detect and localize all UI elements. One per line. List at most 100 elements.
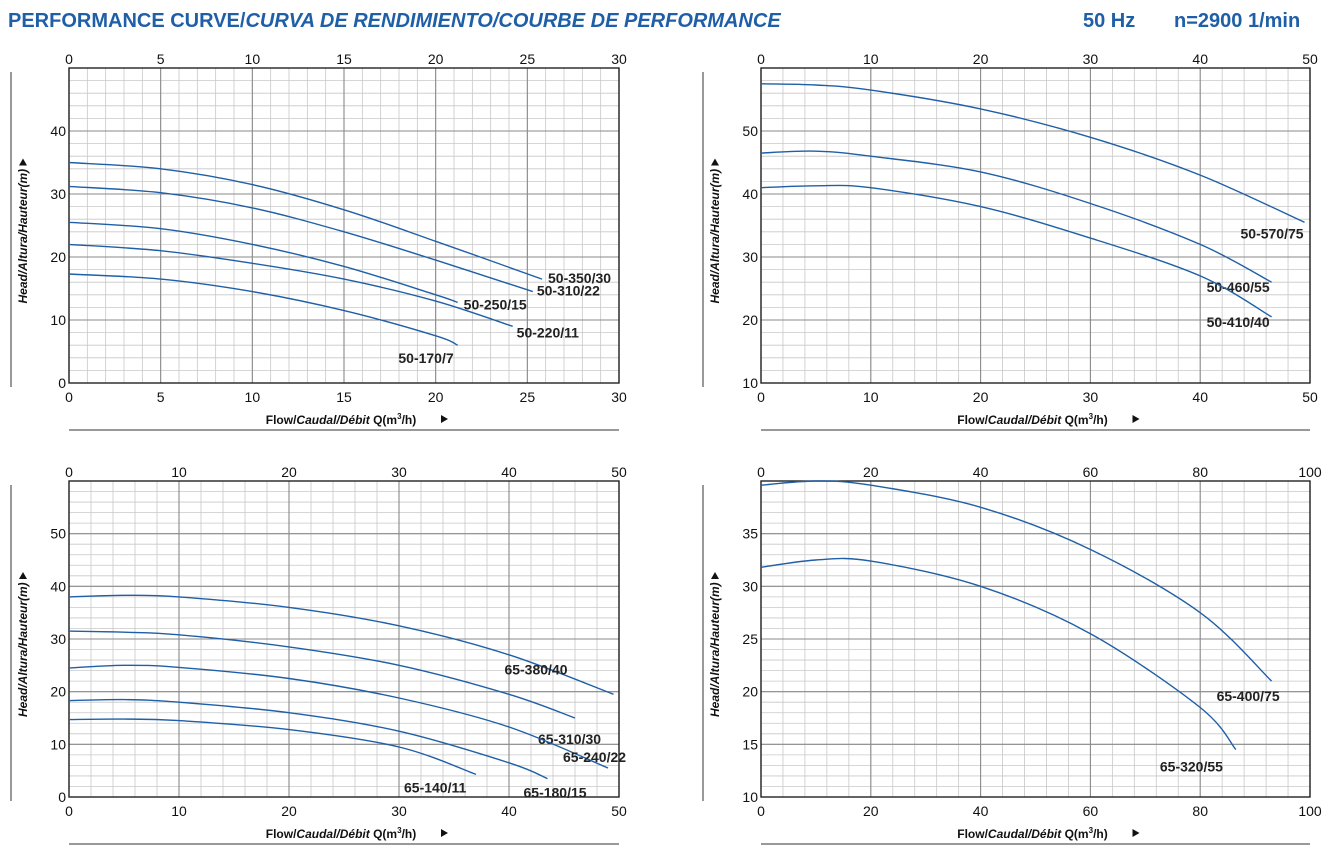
- y-tick-label: 10: [50, 736, 66, 752]
- y-axis-label: Head/Altura/Hauteur(m): [16, 169, 30, 304]
- x-tick-label: 10: [245, 389, 261, 405]
- y-axis-arrow-icon: [19, 158, 27, 166]
- series-label: 50-570/75: [1241, 225, 1304, 241]
- x-tick-label: 60: [1083, 803, 1099, 819]
- major-grid: [68, 481, 620, 798]
- x-tick-label-top: 0: [65, 51, 73, 67]
- y-tick-label: 30: [50, 186, 66, 202]
- speed-label: n=2900 1/min: [1174, 10, 1301, 32]
- x-tick-label: 20: [973, 389, 989, 405]
- x-tick-label-top: 25: [520, 51, 536, 67]
- series-label: 65-240/22: [563, 749, 626, 765]
- x-tick-label-top: 20: [973, 51, 989, 67]
- y-tick-label: 30: [50, 631, 66, 647]
- series-label: 65-400/75: [1217, 688, 1280, 704]
- x-axis-arrow-icon: [441, 415, 448, 423]
- x-tick-label-top: 40: [1192, 51, 1208, 67]
- series-label: 65-140/11: [404, 779, 466, 795]
- x-tick-label-top: 60: [1083, 464, 1099, 480]
- series-line-65-240/22: [68, 664, 609, 769]
- plot-frame: [68, 480, 620, 798]
- y-axis-arrow-icon: [19, 572, 27, 579]
- x-tick-label: 10: [171, 803, 187, 819]
- plot-frame: [68, 67, 620, 384]
- y-tick-label: 0: [58, 789, 66, 805]
- x-tick-label: 5: [157, 389, 165, 405]
- y-tick-label: 35: [742, 526, 758, 542]
- x-tick-label-top: 20: [281, 464, 297, 480]
- y-tick-label: 30: [742, 249, 758, 265]
- x-tick-label: 0: [757, 803, 765, 819]
- x-tick-label-top: 20: [863, 464, 879, 480]
- x-tick-label-top: 30: [611, 51, 627, 67]
- chart-panel-4: 0 0 20 20 40 40 60 60 80 80 100 100 10 15 20 25 30 35 Head…: [702, 464, 1322, 845]
- x-axis-arrow-icon: [1132, 415, 1140, 423]
- x-tick-label-top: 10: [245, 51, 261, 67]
- x-tick-label-top: 40: [501, 464, 517, 480]
- x-tick-label-top: 30: [391, 464, 407, 480]
- x-tick-label: 80: [1192, 803, 1208, 819]
- x-tick-label: 20: [281, 803, 297, 819]
- x-tick-label-top: 5: [157, 51, 165, 67]
- plot-frame: [760, 480, 1311, 798]
- series-label: 50-170/7: [398, 350, 453, 366]
- x-tick-label: 40: [1192, 389, 1208, 405]
- page-title-translations: CURVA DE RENDIMIENTO/COURBE DE PERFORMAN…: [245, 10, 781, 32]
- x-tick-label-top: 100: [1298, 464, 1322, 480]
- x-tick-label-top: 20: [428, 51, 444, 67]
- y-tick-label: 0: [58, 375, 66, 391]
- x-tick-label: 10: [863, 389, 879, 405]
- plot-frame: [760, 67, 1311, 384]
- series-line-50-310/22: [68, 185, 534, 293]
- x-tick-label: 0: [757, 389, 765, 405]
- x-tick-label: 30: [1083, 389, 1099, 405]
- y-axis-arrow-icon: [711, 158, 719, 166]
- chart-panel-3: 001010202030304040505001020304050Head/Al…: [10, 464, 627, 845]
- y-tick-label: 10: [742, 789, 758, 805]
- x-tick-label: 100: [1298, 803, 1322, 819]
- x-tick-label: 30: [611, 389, 627, 405]
- y-tick-label: 20: [50, 684, 66, 700]
- x-tick-label: 50: [611, 803, 627, 819]
- x-axis-label: Flow/Caudal/Débit Q(m3/h): [957, 412, 1107, 427]
- x-axis-arrow-icon: [441, 829, 448, 837]
- page-title-main: PERFORMANCE CURVE/: [8, 10, 246, 32]
- x-tick-label-top: 10: [171, 464, 187, 480]
- y-tick-label: 15: [742, 736, 758, 752]
- y-tick-label: 50: [50, 526, 66, 542]
- x-axis-label: Flow/Caudal/Débit Q(m3/h): [266, 826, 416, 841]
- series-line-65-310/30: [68, 630, 576, 719]
- x-tick-label-top: 0: [757, 464, 765, 480]
- y-tick-label: 20: [50, 249, 66, 265]
- series-label: 65-380/40: [504, 661, 567, 677]
- y-tick-label: 20: [742, 684, 758, 700]
- page-title: PERFORMANCE CURVE/CURVA DE RENDIMIENTO/C…: [8, 10, 781, 33]
- x-axis-arrow-icon: [1132, 829, 1140, 837]
- series-label: 50-460/55: [1207, 279, 1270, 295]
- x-tick-label-top: 80: [1192, 464, 1208, 480]
- x-axis-label: Flow/Caudal/Débit Q(m3/h): [957, 826, 1107, 841]
- series-line-50-350/30: [68, 161, 543, 280]
- series-line-65-180/15: [68, 698, 548, 780]
- series-label: 65-310/30: [538, 731, 601, 747]
- series-label: 50-310/22: [537, 283, 600, 299]
- chart-panel-2: 00101020203030404050501020304050Head/Alt…: [702, 51, 1318, 431]
- y-tick-label: 40: [50, 578, 66, 594]
- series-line-50-410/40: [760, 184, 1272, 318]
- x-axis-label: Flow/Caudal/Débit Q(m3/h): [266, 412, 416, 427]
- x-tick-label-top: 40: [973, 464, 989, 480]
- y-tick-label: 10: [50, 312, 66, 328]
- series-line-50-460/55: [760, 150, 1272, 283]
- y-tick-label: 10: [742, 375, 758, 391]
- chart-panel-1: 005510101515202025253030010203040Head/Al…: [10, 51, 627, 431]
- series-label: 50-350/30: [548, 270, 611, 286]
- series-line-50-250/15: [68, 221, 458, 304]
- y-axis-arrow-icon: [711, 572, 719, 579]
- major-grid: [760, 68, 1311, 384]
- y-tick-label: 40: [742, 186, 758, 202]
- y-tick-label: 40: [50, 123, 66, 139]
- y-tick-label: 30: [742, 578, 758, 594]
- x-tick-label: 50: [1302, 389, 1318, 405]
- series-line-50-570/75: [760, 83, 1305, 223]
- series-label: 50-220/11: [517, 324, 579, 340]
